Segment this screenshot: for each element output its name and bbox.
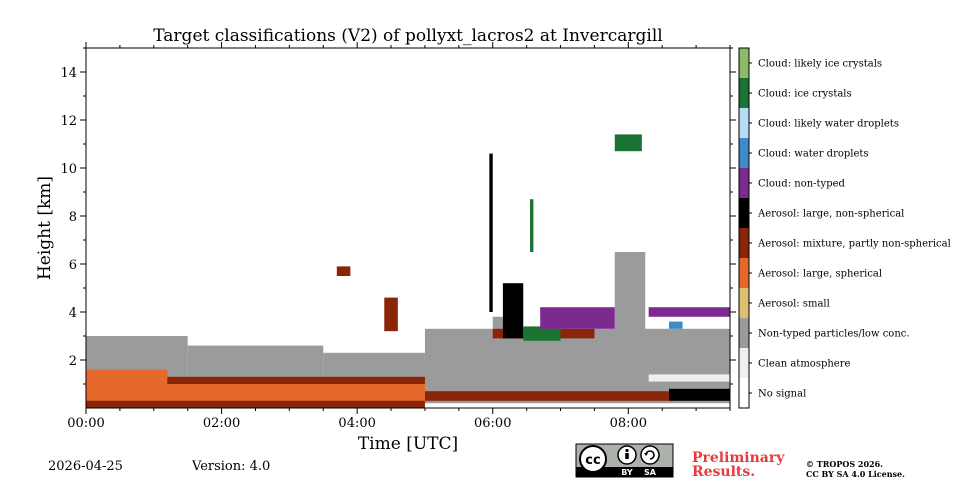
class-region-19 [614, 134, 642, 152]
x-axis: 00:00 02:00 04:00 06:00 08:00 [67, 42, 731, 431]
y-axis-label: Height [km] [35, 176, 55, 280]
class-region-23 [336, 266, 351, 276]
plot-frame [85, 47, 731, 409]
legend-label: Aerosol: large, non-spherical [757, 209, 904, 220]
y-tick-label: 6 [69, 258, 77, 273]
sa-share-alike-icon [640, 445, 660, 465]
chart-title: Target classifications (V2) of pollyxt_l… [153, 26, 662, 46]
legend-swatch [739, 138, 749, 168]
class-region-18 [668, 321, 683, 329]
class-region-13 [668, 388, 730, 401]
x-tick-label: 04:00 [338, 416, 375, 431]
class-region-7 [86, 381, 425, 404]
class-region-10 [167, 376, 425, 384]
legend-swatch [739, 288, 749, 318]
class-region-21 [489, 153, 493, 312]
legend-swatch [739, 48, 749, 78]
cc-license-badge: cc BY SA [575, 443, 674, 478]
class-region-20 [530, 199, 534, 252]
legend-label: Aerosol: large, spherical [757, 269, 882, 280]
legend-label: Clean atmosphere [758, 359, 851, 370]
version-text: Version: 4.0 [191, 459, 270, 474]
y-tick-label: 2 [69, 354, 77, 369]
legend-swatch [739, 228, 749, 258]
y-axis: 2 4 6 8 10 12 14 [60, 47, 736, 385]
cc-icon-text: cc [585, 453, 600, 468]
y-tick-label: 8 [69, 210, 77, 225]
preliminary-line2: Results. [692, 464, 755, 480]
date-text: 2026-04-25 [48, 459, 123, 474]
copyright-line1: © TROPOS 2026. [806, 459, 883, 469]
y-tick-label: 4 [69, 306, 77, 321]
x-axis-label: Time [UTC] [358, 434, 458, 454]
class-region-22 [384, 297, 398, 332]
y-tick-label: 10 [60, 162, 77, 177]
legend-label: Cloud: ice crystals [758, 89, 852, 100]
legend-label: Cloud: water droplets [758, 149, 869, 160]
preliminary-line1: Preliminary [692, 450, 785, 466]
x-tick-label: 00:00 [67, 416, 104, 431]
x-tick-label: 06:00 [474, 416, 511, 431]
cc-icon [579, 445, 607, 473]
sa-label: SA [644, 468, 657, 477]
legend-label: Aerosol: small [757, 299, 830, 310]
class-region-16 [540, 307, 615, 329]
legend-label: Cloud: likely ice crystals [758, 59, 882, 70]
legend-label: No signal [758, 389, 806, 400]
class-region-9 [86, 400, 425, 408]
class-region-17 [648, 307, 730, 317]
copyright-line2: CC BY SA 4.0 License. [806, 469, 905, 479]
x-tick-label: 02:00 [203, 416, 240, 431]
legend-swatch [739, 108, 749, 138]
plot-area [86, 48, 730, 408]
x-tick-label: 08:00 [610, 416, 647, 431]
legend-colorbar: No signal Clean atmosphere Non-typed parti… [738, 47, 951, 409]
y-tick-label: 14 [60, 66, 77, 81]
class-region-8 [86, 369, 168, 382]
by-label: BY [621, 468, 633, 477]
legend-swatch [739, 168, 749, 198]
legend-swatch [739, 78, 749, 108]
class-region-15 [523, 326, 561, 341]
legend-label: Cloud: non-typed [758, 179, 846, 190]
class-region-14 [502, 283, 524, 339]
class-region-6 [648, 374, 730, 382]
legend-label: Aerosol: mixture, partly non-spherical [757, 239, 951, 250]
legend-swatch [739, 198, 749, 228]
legend-label: Non-typed particles/low conc. [758, 329, 910, 340]
legend-swatch [739, 318, 749, 348]
legend-frame [738, 47, 750, 409]
class-region-11 [424, 391, 669, 401]
legend-swatch [739, 258, 749, 288]
legend-swatch [739, 378, 749, 408]
legend-label: Cloud: likely water droplets [758, 119, 899, 130]
legend-swatch [739, 348, 749, 378]
class-region-4 [614, 252, 646, 336]
y-tick-label: 12 [60, 114, 77, 129]
